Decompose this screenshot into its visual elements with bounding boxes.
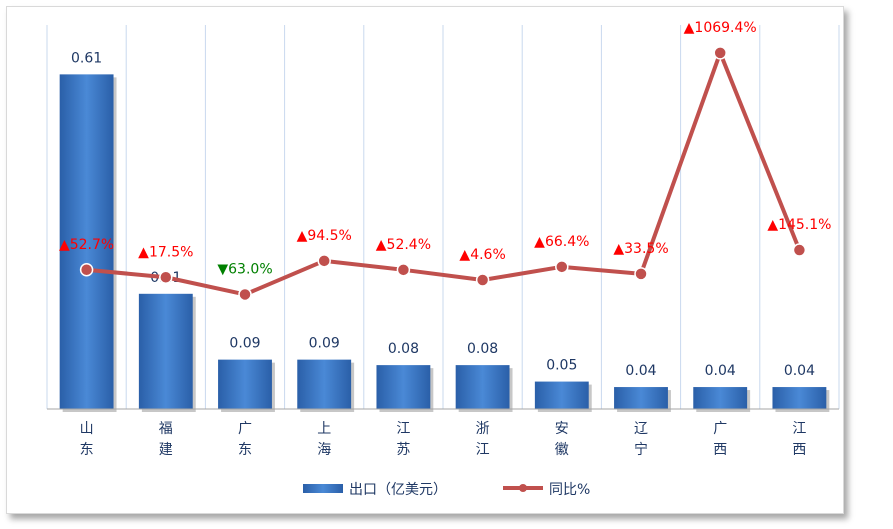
- bar-value-labels: 0.610.210.090.090.080.080.050.040.040.04: [71, 50, 815, 379]
- x-tick-label: 安徽: [555, 421, 569, 458]
- bar: [693, 387, 748, 409]
- legend-line-label: 同比%: [549, 482, 590, 498]
- line-marker: [159, 270, 173, 285]
- line-marker: [238, 287, 252, 302]
- line-marker: [475, 273, 490, 287]
- bar: [218, 359, 272, 409]
- legend-bar-label: 出口（亿美元）: [349, 482, 447, 498]
- x-tick-label: 山东: [80, 421, 94, 458]
- bar: [534, 381, 589, 409]
- bar-value-label: 0.04: [705, 363, 736, 379]
- bar-value-label: 0.09: [229, 336, 260, 352]
- line-value-label: ▲33.5%: [613, 241, 668, 257]
- bar-value-label: 0.09: [309, 336, 340, 352]
- chart-frame: 0.610.210.090.090.080.080.050.040.040.04…: [6, 6, 844, 514]
- bar-value-label: 0.08: [388, 341, 419, 357]
- x-tick-label: 江西: [792, 421, 806, 458]
- x-tick-label: 广西: [713, 421, 727, 458]
- bar: [376, 365, 431, 409]
- line-marker: [396, 263, 411, 277]
- x-tick-label: 广东: [238, 421, 252, 458]
- line-value-label: ▲52.7%: [59, 237, 114, 253]
- line-marker: [79, 263, 94, 277]
- line-series: [79, 46, 807, 302]
- line-value-label: ▲17.5%: [138, 244, 193, 260]
- line-value-label: ▲145.1%: [767, 217, 831, 233]
- line-value-label: ▲4.6%: [459, 247, 505, 263]
- line-value-label: ▲66.4%: [534, 234, 589, 250]
- x-tick-label: 福建: [159, 421, 173, 458]
- line-path: [86, 50, 802, 297]
- x-tick-label: 辽宁: [634, 421, 648, 458]
- bar-value-label: 0.05: [546, 358, 577, 374]
- line-marker: [634, 267, 648, 281]
- x-tick-label: 江苏: [396, 421, 410, 458]
- line-value-label: ▼63.0%: [217, 261, 272, 277]
- bar: [138, 293, 193, 409]
- line-marker: [317, 254, 331, 268]
- legend-line-marker: [519, 484, 527, 492]
- bar-value-label: 0.61: [71, 50, 102, 66]
- vertical-gridlines: [46, 25, 840, 409]
- bar: [297, 359, 352, 409]
- legend-bar-swatch: [303, 484, 343, 493]
- bar: [455, 365, 510, 409]
- x-tick-label: 浙江: [476, 421, 490, 458]
- line-value-label: ▲1069.4%: [684, 20, 757, 36]
- line-marker: [792, 243, 807, 257]
- x-tick-label: 上海: [317, 421, 331, 458]
- combo-chart: 0.610.210.090.090.080.080.050.040.040.04…: [46, 20, 840, 498]
- line-marker: [555, 260, 569, 274]
- bar: [772, 387, 827, 409]
- bar-value-label: 0.04: [784, 363, 815, 379]
- line-value-label: ▲94.5%: [297, 228, 352, 244]
- bar: [614, 387, 668, 409]
- line-value-labels: ▲52.7% ▲17.5% ▼63.0% ▲94.5% ▲52.4% ▲4.6% ▲66.4…: [59, 20, 832, 278]
- line-marker: [713, 46, 727, 60]
- bar-value-label: 0.08: [467, 341, 498, 357]
- legend: 出口（亿美元） 同比%: [303, 482, 590, 498]
- x-tick-labels: 山东 福建 广东 上海 江苏 浙江 安徽 辽宁 广西 江西: [80, 421, 807, 458]
- bar-value-label: 0.04: [625, 363, 656, 379]
- bar-series: [59, 74, 830, 412]
- bar: [59, 74, 114, 409]
- line-value-label: ▲52.4%: [376, 237, 431, 253]
